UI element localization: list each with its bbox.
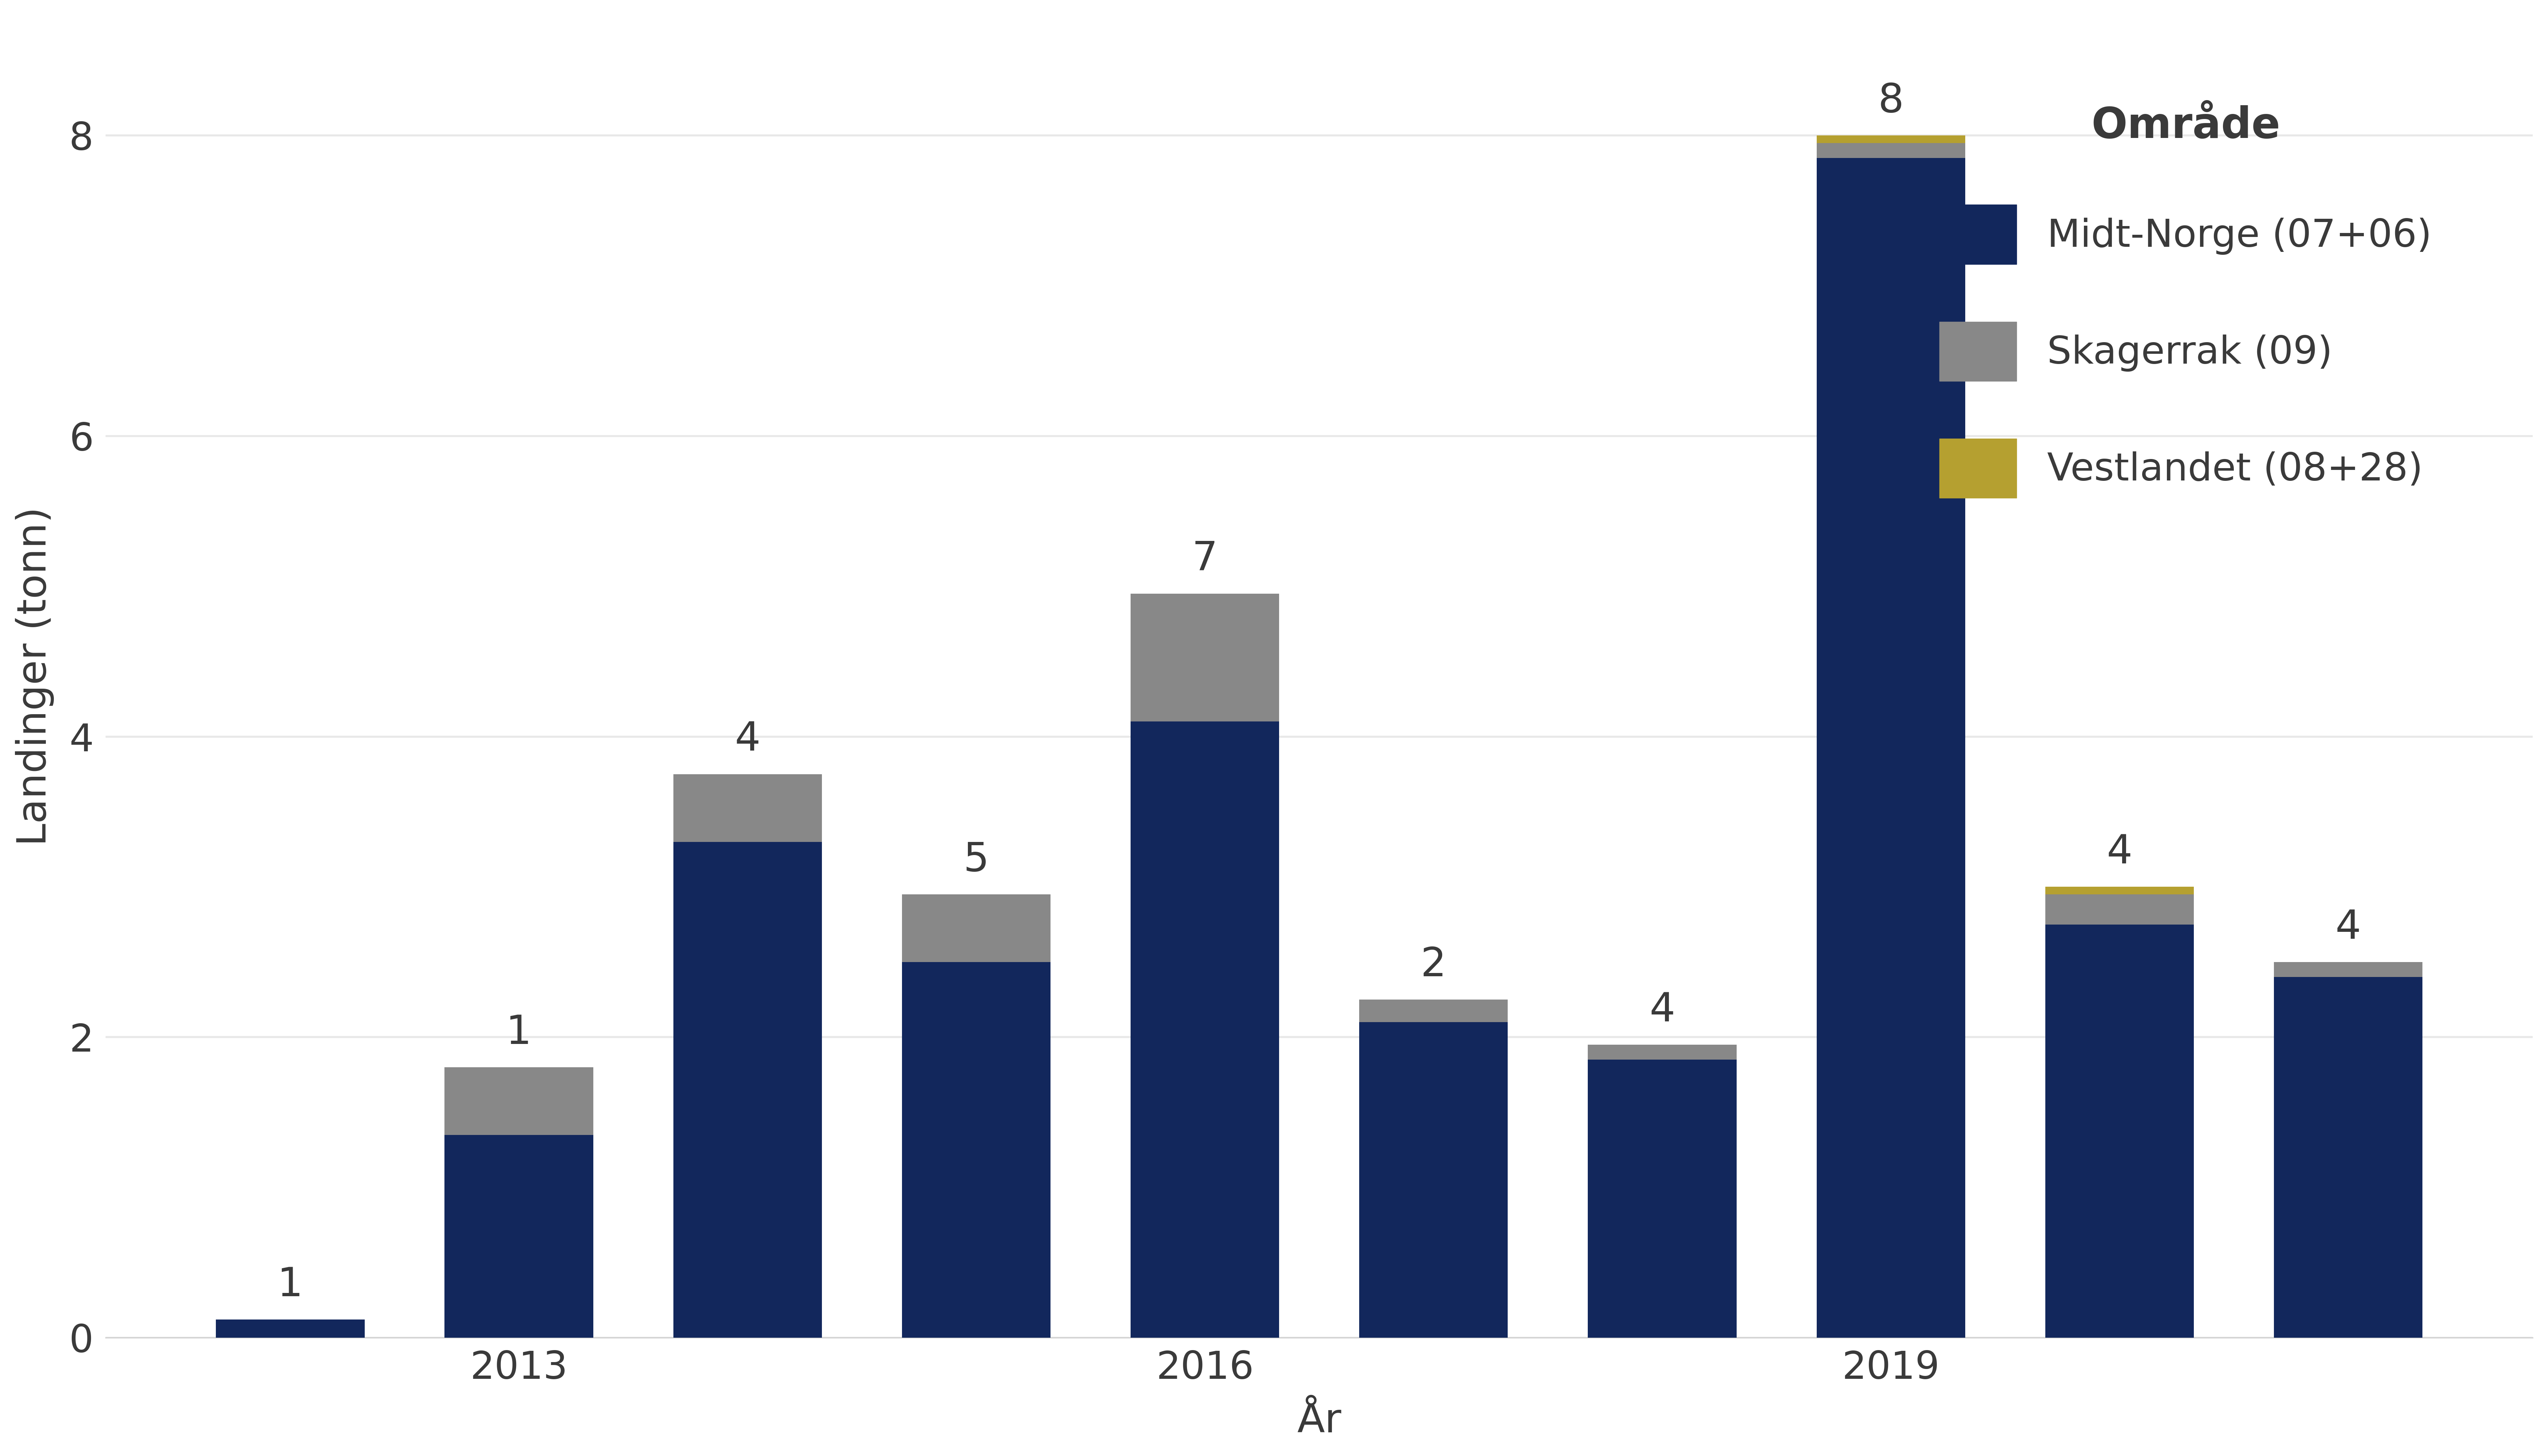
Bar bbox=[1587, 1044, 1738, 1060]
Bar bbox=[1817, 157, 1965, 1338]
Bar bbox=[673, 775, 823, 842]
Bar bbox=[2046, 894, 2194, 925]
Text: 7: 7 bbox=[1192, 540, 1218, 578]
Bar bbox=[1587, 1060, 1738, 1338]
Y-axis label: Landinger (tonn): Landinger (tonn) bbox=[15, 507, 54, 846]
Bar bbox=[902, 962, 1050, 1338]
Text: 1: 1 bbox=[278, 1265, 303, 1305]
Legend: Midt-Norge (07+06), Skagerrak (09), Vestlandet (08+28): Midt-Norge (07+06), Skagerrak (09), Vest… bbox=[1883, 48, 2489, 556]
Text: 2: 2 bbox=[1422, 945, 1447, 984]
Bar bbox=[1817, 143, 1965, 157]
Bar bbox=[902, 894, 1050, 962]
Bar bbox=[1131, 722, 1279, 1338]
Bar bbox=[2273, 962, 2423, 977]
Bar bbox=[2046, 887, 2194, 894]
Text: 4: 4 bbox=[1649, 990, 1674, 1029]
Bar bbox=[1131, 594, 1279, 722]
Bar bbox=[443, 1067, 594, 1134]
Text: 4: 4 bbox=[2337, 909, 2362, 946]
Bar bbox=[2046, 925, 2194, 1338]
Text: 5: 5 bbox=[963, 840, 989, 879]
Bar bbox=[673, 842, 823, 1338]
Text: 8: 8 bbox=[1878, 82, 1903, 121]
Text: 1: 1 bbox=[507, 1013, 533, 1053]
Bar bbox=[217, 1319, 364, 1338]
Text: 4: 4 bbox=[734, 721, 759, 759]
Bar bbox=[1817, 135, 1965, 143]
X-axis label: År: År bbox=[1297, 1402, 1340, 1441]
Bar bbox=[2273, 977, 2423, 1338]
Bar bbox=[443, 1134, 594, 1338]
Bar bbox=[1358, 1022, 1508, 1338]
Bar bbox=[1358, 1000, 1508, 1022]
Text: 4: 4 bbox=[2107, 833, 2133, 872]
